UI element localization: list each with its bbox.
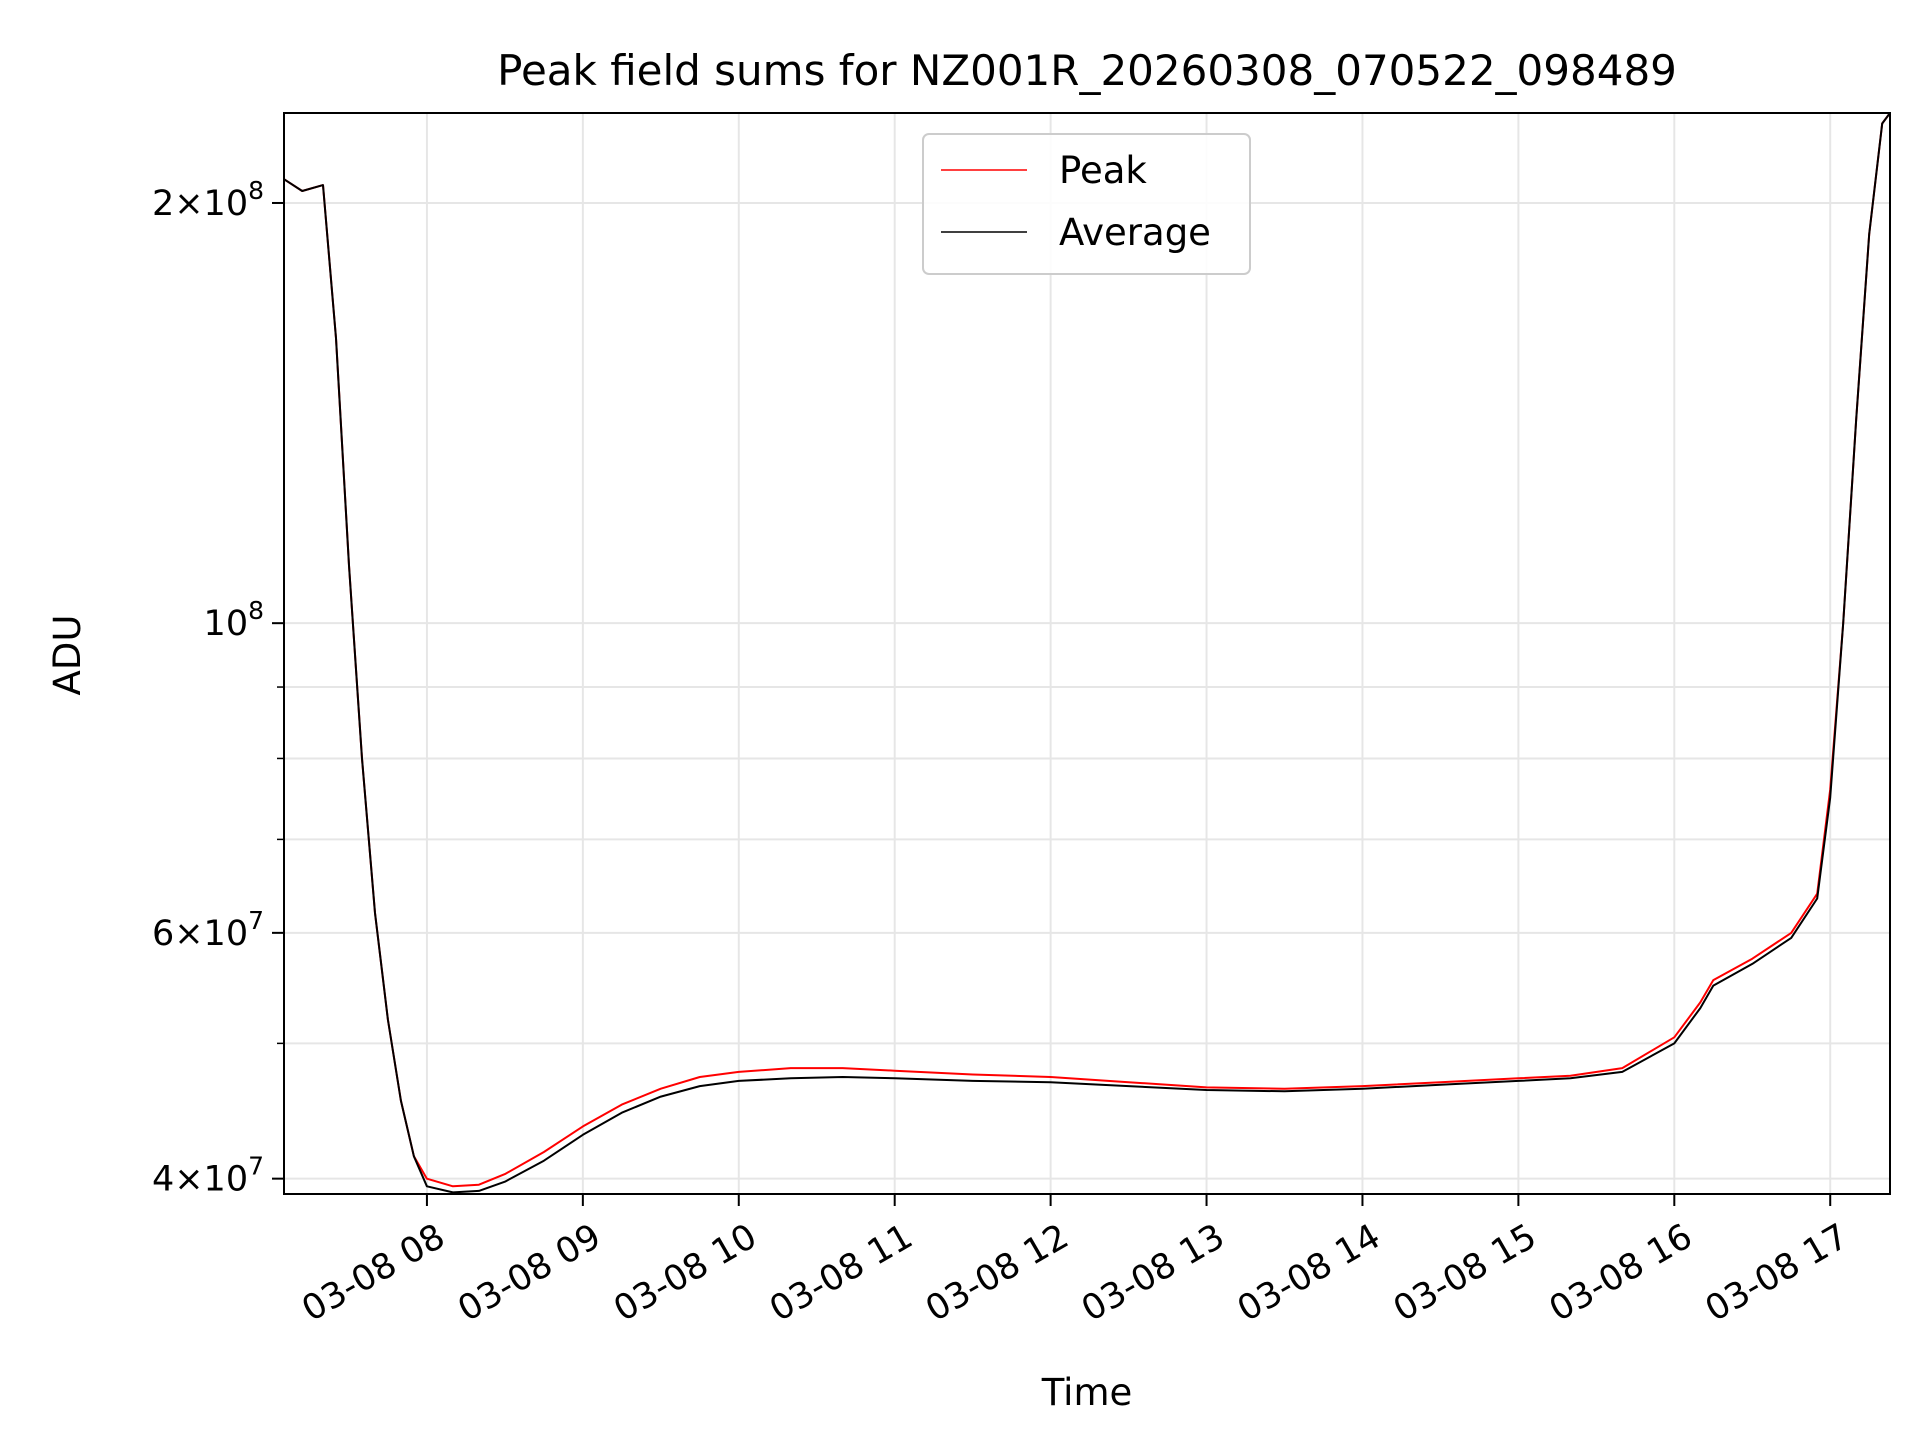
plot-frame bbox=[283, 112, 1891, 1195]
chart-title: Peak field sums for NZ001R_20260308_0705… bbox=[497, 46, 1677, 95]
legend-box bbox=[922, 133, 1251, 275]
y-axis-label: ADU bbox=[46, 615, 89, 696]
legend: Peak Average bbox=[922, 133, 1251, 275]
y-tick-label: 108 bbox=[204, 596, 264, 644]
y-tick-label: 4×107 bbox=[152, 1152, 264, 1200]
y-tick-label: 6×107 bbox=[152, 906, 264, 954]
legend-label-peak: Peak bbox=[1059, 149, 1147, 192]
plot-lines bbox=[283, 112, 1891, 1194]
x-axis-label: Time bbox=[1041, 1371, 1133, 1414]
series-line-average bbox=[283, 112, 1891, 1194]
legend-label-average: Average bbox=[1059, 211, 1211, 254]
y-tick-label: 2×108 bbox=[152, 176, 264, 224]
